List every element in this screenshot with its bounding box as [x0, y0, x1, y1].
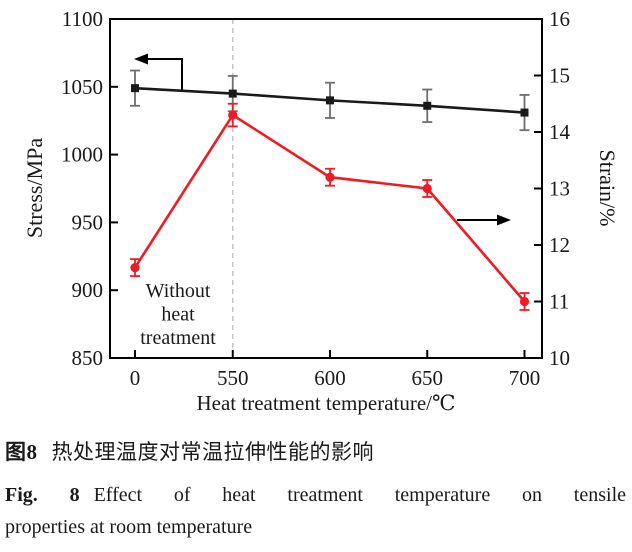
series-stress: [130, 69, 530, 132]
caption-chinese: 图8 热处理温度对常温拉伸性能的影响: [5, 437, 626, 467]
caption-en-text: Effect of heat treatment temperature on …: [93, 484, 626, 506]
strain-arrow-head: [497, 214, 511, 226]
left-axis-title: Stress/MPa: [22, 138, 47, 238]
left-axis-tick-label: 850: [72, 346, 104, 370]
stress-point-0: [131, 84, 139, 93]
right-axis-tick-label: 11: [549, 290, 569, 314]
caption-en-figure-number: Fig. 8: [5, 484, 80, 506]
right-axis-tick-label: 16: [549, 7, 570, 31]
left-axis-tick-label: 900: [72, 278, 104, 302]
x-axis-tick-label: 0: [130, 366, 141, 390]
x-axis-tick-label: 550: [217, 366, 249, 390]
strain-point-600: [325, 172, 335, 182]
left-axis-tick-label: 1100: [62, 7, 103, 31]
strain-point-550: [228, 110, 238, 120]
strain-line: [133, 113, 526, 303]
without-heat-treatment-label-line: Without: [146, 280, 211, 302]
stress-arrow-line: [146, 58, 183, 90]
x-axis-tick-label: 600: [314, 366, 346, 390]
without-heat-treatment-label-line: heat: [161, 304, 195, 326]
figure-caption: 图8 热处理温度对常温拉伸性能的影响 Fig. 8 Effect of heat t…: [0, 425, 632, 543]
stress-point-550: [228, 89, 237, 98]
x-axis-title: Heat treatment temperature/℃: [196, 391, 455, 415]
stress-point-600: [326, 96, 334, 105]
x-axis-tick-label: 650: [412, 366, 444, 390]
series-strain: [130, 102, 530, 311]
right-axis-tick-label: 12: [549, 233, 570, 257]
left-axis-tick-label: 1050: [61, 75, 103, 99]
stress-point-700: [520, 108, 529, 117]
caption-zh-figure-number: 图8: [5, 440, 38, 464]
strain-point-650: [422, 183, 432, 194]
left-axis-tick-label: 1000: [61, 143, 103, 167]
strain-axis-arrow: [457, 214, 511, 226]
x-axis-tick-label: 700: [509, 366, 541, 390]
caption-zh-text: 热处理温度对常温拉伸性能的影响: [51, 440, 374, 464]
stress-arrow-head: [134, 53, 148, 65]
left-axis-tick-label: 950: [72, 210, 104, 234]
strain-point-700: [519, 296, 530, 307]
tensile-properties-chart: 850 900 950 1000 1050 1100 10 11 12 13 14 15 16 0 550 6…: [22, 7, 620, 415]
caption-english-line1: Fig. 8 Effect of heat treatment temperatu…: [5, 479, 626, 511]
without-heat-treatment-label-line: treatment: [140, 327, 216, 349]
strain-point-0: [130, 263, 140, 273]
stress-axis-arrow: [134, 53, 183, 90]
stress-point-650: [423, 101, 432, 110]
right-axis-tick-label: 15: [549, 64, 570, 88]
right-axis-tick-label: 14: [549, 120, 571, 144]
right-axis-tick-label: 13: [549, 177, 570, 201]
right-axis-title: Strain/%: [595, 150, 620, 227]
right-axis-tick-label: 10: [549, 346, 570, 370]
caption-english-line2: properties at room temperature: [5, 516, 253, 538]
